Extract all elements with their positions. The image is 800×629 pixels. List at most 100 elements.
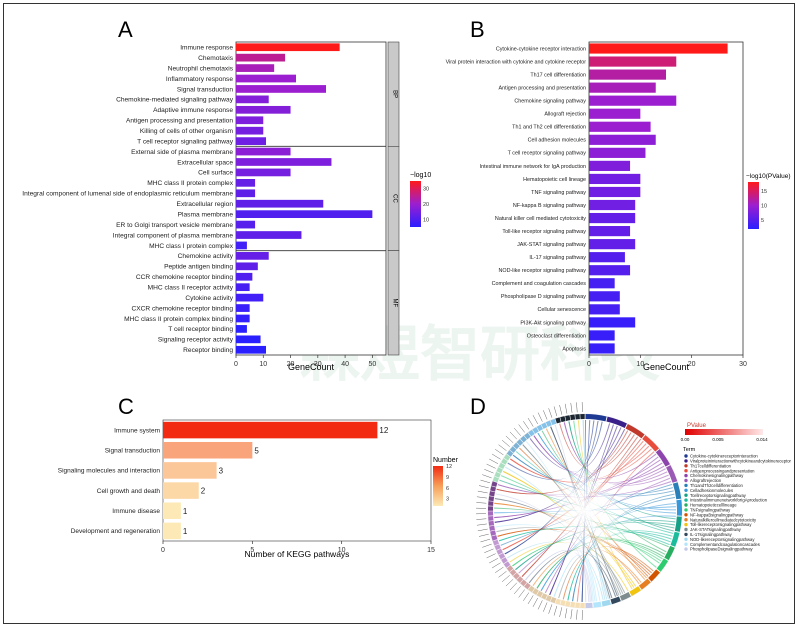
gene-label-mark [559,607,563,618]
gene-arc [570,414,576,421]
x-axis-title: Number of KEGG pathways [245,549,350,559]
gene-label-mark [564,608,568,619]
term-arc [666,465,678,483]
category-labels: Cytokine-cytokine receptor interaction Vi… [446,46,587,352]
term-legend-swatch [684,493,688,497]
term-arc [619,592,631,601]
bar [236,335,261,344]
bar [589,95,677,106]
bar [236,116,264,125]
facet-strips: BP CC MF [236,41,400,356]
term-legend-swatch [684,518,688,522]
term-legend-label: Viralproteininteractionwithcytokineandcy… [690,459,792,464]
term-legend-label: Th17celldifferentiation [690,463,732,468]
bar [236,85,326,93]
category-label: Toll-like receptor signaling pathway [502,229,586,235]
bar [236,199,324,208]
gene-arc [488,516,494,521]
gene-label-mark [495,566,504,573]
gene-label-mark [518,424,525,433]
bar [589,147,646,158]
category-label: Phospholipase D signaling pathway [501,294,586,300]
gene-arc [532,427,539,434]
gene-arc [536,590,543,598]
gene-arc [516,576,524,583]
term-legend-label: Chemokinesignalingpathway [690,473,744,478]
chord-ribbon [533,435,657,479]
gene-arc [496,467,503,474]
legend-title: −log10(PValue) [746,173,791,180]
gene-label-mark [491,562,501,569]
term-legend-label: JAK-STATsignalingpathway [690,527,742,532]
category-label: Adaptive immune response [153,107,233,114]
bar [589,343,615,354]
bar [589,239,636,250]
facet-strip-label: CC [392,194,398,203]
category-label: Th17 cell differentiation [530,72,586,78]
chord-ribbon [541,430,667,553]
gene-arc [555,417,561,424]
gene-arc [580,602,585,608]
bar [236,74,296,83]
term-legend-swatch [684,508,688,512]
category-label: Viral protein interaction with cytokine … [446,59,587,65]
kegg-category-chart: 12 5 3 2 1 1 Immune system Signal transduction… [58,419,459,559]
plot-area [235,41,387,356]
tick-label: 20 [688,361,696,368]
term-arc [629,586,642,596]
gene-label-mark [514,427,521,436]
bar [589,304,620,315]
gene-arc [509,446,517,453]
gene-arc [496,548,503,555]
gene-label-mark [498,444,507,451]
gene-arc [488,511,494,516]
bar [236,304,250,312]
gene-arc [503,454,511,461]
bar [236,325,247,333]
category-label: Cell adhesion molecules [528,138,587,144]
category-label: External side of plasma membrane [131,149,233,156]
category-label: Immune system [114,427,160,434]
tick-label: 10 [259,361,267,368]
gene-arc [498,462,506,469]
bar [236,241,247,250]
facet-strip [387,250,400,356]
legend-title: Number [433,457,459,464]
legend-title: −log10 [410,172,431,179]
gene-arc [541,593,548,600]
term-legend-label: Tcellreceptorsignalingpathway [690,493,747,498]
category-label: MHC class II receptor activity [148,284,234,291]
data-label: 5 [254,446,259,455]
bar [589,278,615,289]
category-label: Chemokine signaling pathway [514,99,586,105]
term-legend-label: Antigenprocessingandpresentation [690,468,755,473]
term-arc [585,414,607,422]
category-label: T cell receptor binding [168,326,233,333]
pvalue-tick: 0.00 [681,437,690,442]
category-label: Integral component of lumenal side of en… [22,191,233,198]
panel-letter-a: A [118,17,133,42]
gene-label-mark [548,604,553,614]
bar [236,43,340,52]
bar [236,272,253,281]
legend-tick-label: 10 [761,204,767,210]
gene-label-mark [476,502,487,504]
category-label: Signaling molecules and interaction [58,468,161,475]
chord-ring-background [487,413,683,609]
bar-series [236,43,373,354]
legend-tick-label: 15 [761,189,767,195]
gene-arc [532,588,539,595]
gene-arc [528,429,535,437]
tick-label: 30 [314,361,322,368]
category-label: CXCR chemokine receptor binding [131,305,233,312]
gene-label-mark [543,602,548,612]
category-label: TNF signaling pathway [531,190,586,196]
panel-letter-d: D [470,394,486,419]
gene-arc [488,496,495,502]
gene-arc [580,414,585,420]
chord-ribbon [549,425,618,596]
tick-label: 15 [427,547,435,554]
gene-label-mark [527,417,534,427]
gene-label-mark [489,558,499,564]
gene-label-mark [553,605,558,616]
